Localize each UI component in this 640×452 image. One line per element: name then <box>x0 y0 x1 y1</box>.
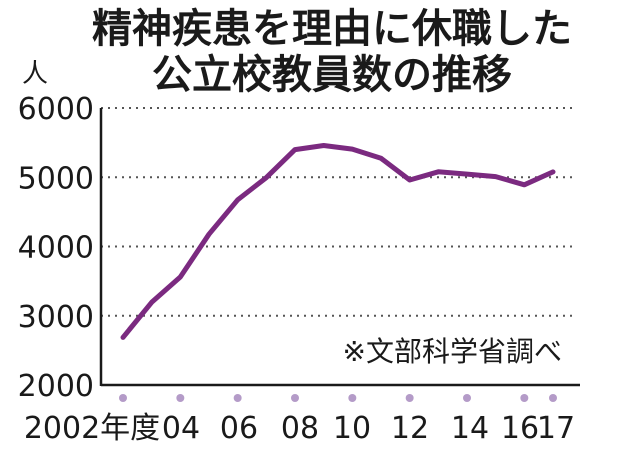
y-tick-label: 5000 <box>18 161 94 196</box>
x-tick-markers <box>119 394 557 402</box>
x-tick-marker <box>119 394 127 402</box>
x-tick-label: 17 <box>537 411 575 446</box>
x-tick-marker <box>176 394 185 402</box>
y-tick-label: 6000 <box>18 92 94 127</box>
chart-title-line-2: 公立校教員数の推移 <box>152 52 512 98</box>
x-tick-label: 08 <box>281 411 319 446</box>
y-tick-labels: 6000 5000 4000 3000 2000 <box>18 92 94 404</box>
x-tick-marker <box>549 394 557 402</box>
x-tick-marker <box>348 394 357 402</box>
x-tick-marker <box>463 394 471 402</box>
source-note: ※文部科学省調べ <box>343 335 562 368</box>
y-tick-label: 2000 <box>18 369 94 404</box>
x-tick-marker <box>233 394 242 402</box>
x-tick-marker <box>405 394 414 402</box>
series-line <box>120 143 556 340</box>
x-tick-label: 14 <box>451 411 489 446</box>
unit-label: 人 <box>22 59 48 89</box>
x-tick-label: 10 <box>333 411 371 446</box>
x-tick-marker <box>520 394 529 402</box>
x-tick-label: 06 <box>220 411 258 446</box>
x-tick-marker <box>291 394 299 402</box>
y-tick-label: 4000 <box>18 231 94 266</box>
y-tick-label: 3000 <box>18 300 94 335</box>
x-tick-label: 12 <box>391 411 429 446</box>
chart-title-line-1: 精神疾患を理由に休職した <box>92 6 572 52</box>
x-tick-label: 2002年度 <box>24 411 160 446</box>
x-tick-label: 16 <box>501 411 539 446</box>
x-tick-label: 04 <box>162 411 200 446</box>
